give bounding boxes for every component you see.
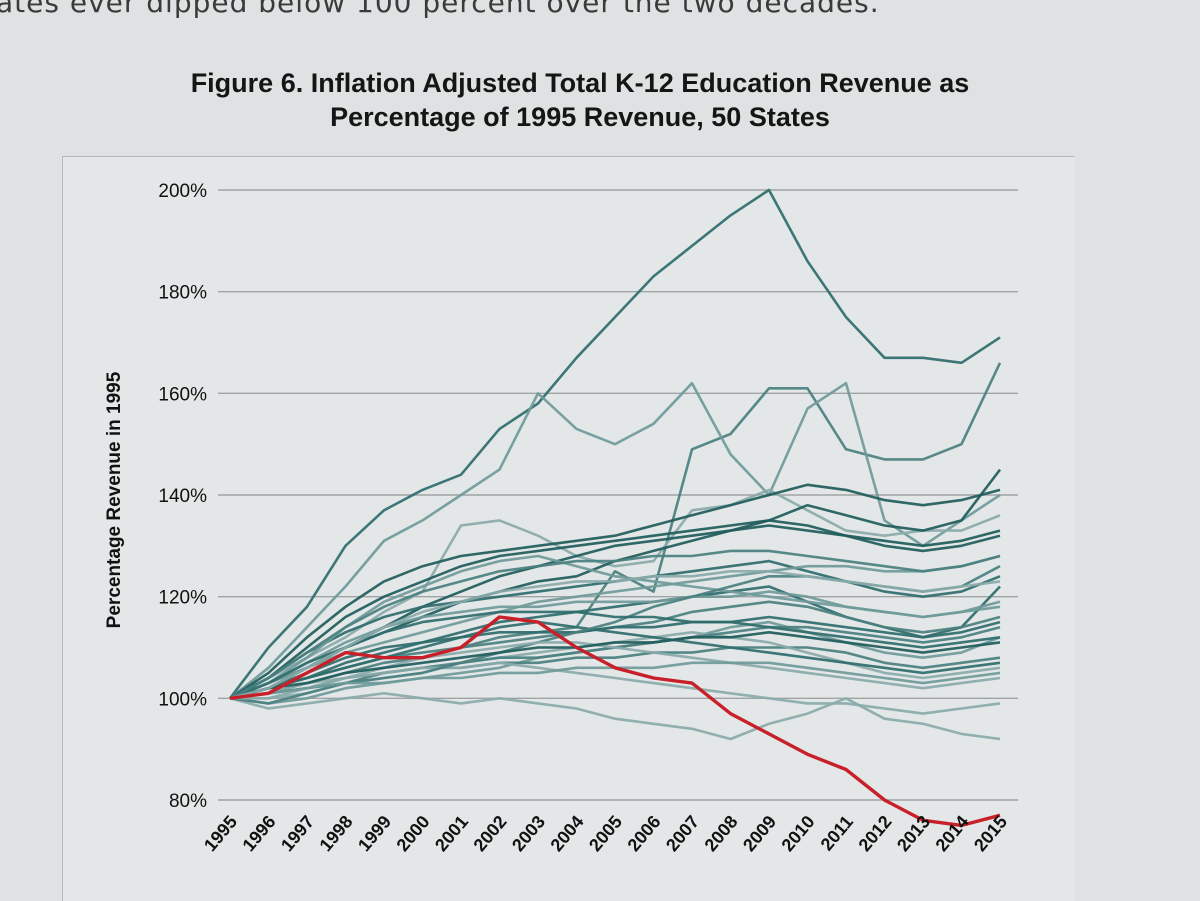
- x-tick-label: 2014: [932, 812, 973, 856]
- x-tick-label: 1999: [354, 812, 395, 856]
- y-tick-labels: 80% 100% 120% 140% 160% 180% 200%: [158, 181, 207, 812]
- x-tick-label: 2006: [624, 812, 665, 856]
- x-tick-label: 1997: [277, 812, 318, 856]
- y-tick-label: 180%: [158, 283, 207, 304]
- chart-title-line-2: Percentage of 1995 Revenue, 50 States: [330, 102, 830, 132]
- y-tick-label: 100%: [158, 689, 207, 710]
- x-tick-label: 2015: [970, 812, 1011, 856]
- intro-text: ates ever dipped below 100 percent over …: [0, 0, 880, 19]
- series-line: [229, 620, 1001, 700]
- chart-title-line-1: Figure 6. Inflation Adjusted Total K-12 …: [190, 68, 970, 98]
- y-tick-label: 200%: [158, 181, 207, 202]
- x-tick-label: 1998: [316, 812, 357, 856]
- series-line: [229, 661, 1001, 715]
- y-tick-label: 80%: [169, 791, 207, 812]
- series-line: [229, 691, 1001, 741]
- series-line: [229, 483, 1001, 700]
- series-line: [229, 488, 1001, 700]
- x-tick-label: 2008: [701, 812, 742, 856]
- series-lines: [228, 188, 1002, 828]
- x-tick-label: 2011: [817, 812, 857, 855]
- chart-title: Figure 6. Inflation Adjusted Total K-12 …: [100, 66, 1060, 134]
- x-tick-label: 2003: [508, 812, 549, 856]
- series-line: [229, 554, 1001, 700]
- x-tick-label: 2013: [893, 812, 934, 856]
- series-line: [229, 381, 1001, 700]
- x-tick-label: 2012: [855, 812, 896, 856]
- x-tick-labels: 1995199619971998199920002001200220032004…: [200, 812, 1011, 856]
- y-tick-label: 160%: [158, 384, 207, 405]
- series-line: [228, 188, 1001, 700]
- gridlines: [218, 189, 1018, 801]
- y-tick-label: 140%: [158, 486, 207, 507]
- x-tick-label: 2010: [778, 812, 819, 856]
- series-line: [229, 554, 1001, 700]
- series-line: [229, 549, 1001, 700]
- series-line: [229, 610, 1001, 700]
- series-line: [229, 519, 1001, 700]
- x-tick-label: 2000: [393, 812, 434, 856]
- y-axis-label: Percentage Revenue in 1995: [104, 371, 125, 629]
- series-line: [229, 630, 1001, 700]
- x-tick-label: 2007: [662, 812, 703, 856]
- series-line-highlight: [229, 615, 1001, 828]
- x-tick-label: 2005: [585, 812, 626, 856]
- x-tick-label: 2002: [470, 812, 511, 856]
- x-tick-label: 2009: [739, 812, 780, 856]
- x-tick-label: 2001: [431, 812, 472, 856]
- series-line: [230, 641, 1001, 700]
- x-tick-label: 2004: [547, 812, 588, 856]
- y-tick-label: 120%: [158, 588, 207, 609]
- series-line: [229, 569, 1001, 700]
- x-tick-label: 1995: [200, 812, 241, 856]
- x-tick-label: 1996: [239, 812, 280, 856]
